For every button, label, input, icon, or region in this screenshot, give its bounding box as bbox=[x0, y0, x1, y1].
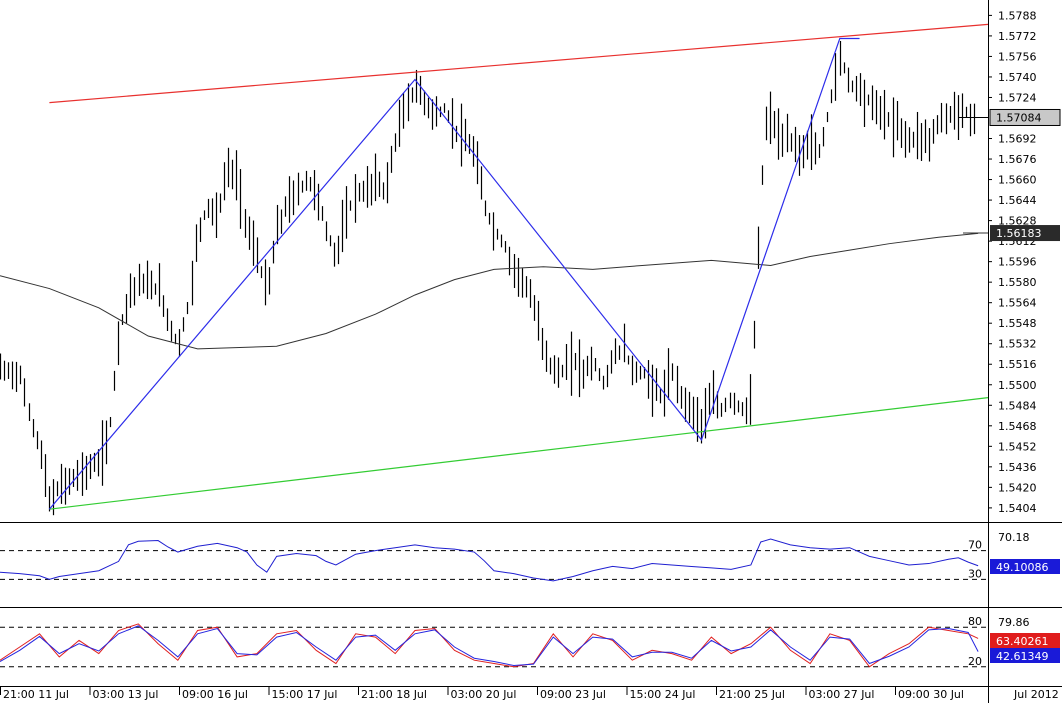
price-tick-label: 1.5596 bbox=[998, 256, 1037, 269]
price-tick-label: 1.5484 bbox=[998, 399, 1037, 412]
indicator-series-line bbox=[0, 623, 979, 668]
current-price-label: 1.57084 bbox=[996, 111, 1042, 124]
indicator-value-box bbox=[990, 559, 1060, 574]
price-tick-label: 1.5452 bbox=[998, 440, 1037, 453]
indicator-level-label: 20 bbox=[968, 655, 982, 668]
price-tick-label: 1.5404 bbox=[998, 502, 1037, 515]
time-tick-label: 15:00 17 Jul bbox=[272, 688, 338, 701]
time-tick-label: 09:00 16 Jul bbox=[182, 688, 248, 701]
indicator-axis-label: 70.18 bbox=[998, 531, 1030, 544]
price-tick-label: 1.5532 bbox=[998, 338, 1037, 351]
price-tick-label: 1.5788 bbox=[998, 9, 1037, 22]
ma-value-box bbox=[990, 225, 1060, 242]
price-tick-label: 1.5500 bbox=[998, 379, 1037, 392]
indicator-value-box bbox=[990, 648, 1060, 663]
upper-channel-line bbox=[49, 23, 989, 104]
indicator-value-label: 42.61349 bbox=[996, 650, 1049, 663]
price-tick-label: 1.5436 bbox=[998, 461, 1037, 474]
price-tick-label: 1.5628 bbox=[998, 215, 1037, 228]
price-tick-label: 1.5580 bbox=[998, 276, 1037, 289]
price-bars bbox=[0, 40, 976, 516]
price-tick-label: 1.5724 bbox=[998, 91, 1037, 104]
indicator-series-line bbox=[0, 625, 979, 666]
time-tick-label: 03:00 27 Jul bbox=[809, 688, 875, 701]
indicator-value-label: 49.10086 bbox=[996, 561, 1049, 574]
time-tick-label: 21:00 25 Jul bbox=[719, 688, 785, 701]
ma-value-label: 1.56183 bbox=[996, 227, 1042, 240]
lower-channel-line bbox=[49, 396, 989, 510]
price-tick-label: 1.5548 bbox=[998, 317, 1037, 330]
price-tick-label: 1.5772 bbox=[998, 30, 1037, 43]
indicator-level-label: 70 bbox=[968, 539, 982, 552]
time-tick-label: 03:00 20 Jul bbox=[451, 688, 517, 701]
indicator-series-line bbox=[0, 538, 979, 582]
time-tick-label: 09:00 23 Jul bbox=[540, 688, 606, 701]
zigzag-line bbox=[48, 37, 860, 510]
time-axis: 21:00 11 Jul 03:00 13 Jul 09:00 16 Jul 15:0… bbox=[0, 686, 1059, 701]
price-tick-label: 1.5644 bbox=[998, 194, 1037, 207]
price-tick-label: 1.5420 bbox=[998, 481, 1037, 494]
indicator-value-box bbox=[990, 633, 1060, 648]
indicator-level-label: 80 bbox=[968, 615, 982, 628]
indicator-level-label: 30 bbox=[968, 567, 982, 580]
moving-average-line bbox=[0, 232, 979, 350]
time-tick-label: 21:00 11 Jul bbox=[3, 688, 69, 701]
indicator-axis-label: 79.86 bbox=[998, 616, 1030, 629]
price-tick-label: 1.5740 bbox=[998, 71, 1037, 84]
price-tick-label: 1.5660 bbox=[998, 174, 1037, 187]
price-tick-label: 1.5756 bbox=[998, 50, 1037, 63]
price-tick-label: 1.5676 bbox=[998, 153, 1037, 166]
indicator-value-label: 63.40261 bbox=[996, 635, 1049, 648]
price-tick-label: 1.5468 bbox=[998, 420, 1037, 433]
current-price-box bbox=[989, 108, 1061, 126]
price-tick-label: 1.5564 bbox=[998, 297, 1037, 310]
price-tick-label: 1.5516 bbox=[998, 358, 1037, 371]
price-tick-label: 1.5692 bbox=[998, 133, 1037, 146]
period-label: Jul 2012 bbox=[1013, 688, 1059, 701]
price-panel: 1.5788 1.5772 1.5756 1.5740 1.5724 1.5692 1.56… bbox=[0, 9, 1061, 516]
time-tick-label: 03:00 13 Jul bbox=[93, 688, 159, 701]
time-tick-label: 15:00 24 Jul bbox=[630, 688, 696, 701]
time-tick-label: 21:00 18 Jul bbox=[361, 688, 427, 701]
time-tick-label: 09:00 30 Jul bbox=[898, 688, 964, 701]
